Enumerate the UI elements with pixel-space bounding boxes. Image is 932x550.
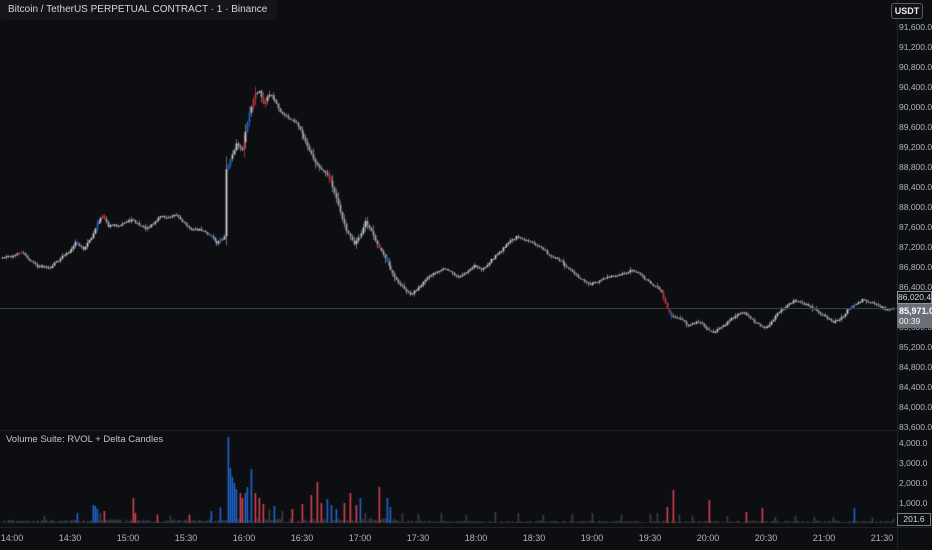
price-tick-label: 90,400.0 <box>899 82 932 92</box>
time-tick-label: 20:30 <box>754 533 778 543</box>
symbol-title[interactable]: Bitcoin / TetherUS PERPETUAL CONTRACT · … <box>8 4 268 15</box>
volume-tick-label: 1,000.0 <box>899 498 928 508</box>
time-tick-label: 17:30 <box>406 533 430 543</box>
price-tick-label: 88,400.0 <box>899 182 932 192</box>
price-tick-label: 88,000.0 <box>899 202 932 212</box>
price-tick-label: 91,200.0 <box>899 42 932 52</box>
price-tick-label: 85,200.0 <box>899 342 932 352</box>
last-price-value: 85,971.0 <box>899 306 932 316</box>
price-tick-label: 87,600.0 <box>899 222 932 232</box>
price-line-label: 86,020.4 <box>897 291 932 304</box>
volume-tick-label: 3,000.0 <box>899 458 928 468</box>
time-tick-label: 16:30 <box>290 533 314 543</box>
price-tick-label: 91,600.0 <box>899 22 932 32</box>
last-price-label: 85,971.0 00:39 <box>897 304 932 328</box>
price-tick-label: 84,000.0 <box>899 402 932 412</box>
symbol-legend[interactable]: Bitcoin / TetherUS PERPETUAL CONTRACT · … <box>0 0 278 20</box>
bar-countdown: 00:39 <box>899 316 921 326</box>
time-tick-label: 18:30 <box>522 533 546 543</box>
time-tick-label: 19:00 <box>580 533 604 543</box>
volume-indicator-title[interactable]: Volume Suite: RVOL + Delta Candles <box>6 434 164 445</box>
price-tick-label: 86,400.0 <box>899 282 932 292</box>
time-tick-label: 14:00 <box>0 533 24 543</box>
price-tick-label: 83,600.0 <box>899 422 932 432</box>
candlestick-chart-canvas[interactable] <box>0 0 897 527</box>
pane-separator[interactable] <box>0 430 897 431</box>
price-tick-label: 90,000.0 <box>899 102 932 112</box>
volume-last-value-label: 201.6 <box>897 513 931 526</box>
volume-indicator-legend[interactable]: Volume Suite: RVOL + Delta Candles <box>6 434 163 445</box>
time-tick-label: 15:00 <box>116 533 140 543</box>
price-tick-label: 86,800.0 <box>899 262 932 272</box>
volume-tick-label: 4,000.0 <box>899 438 928 448</box>
price-tick-label: 84,800.0 <box>899 362 932 372</box>
price-axis-separator <box>897 0 898 550</box>
time-tick-label: 14:30 <box>58 533 82 543</box>
time-tick-label: 18:00 <box>464 533 488 543</box>
time-tick-label: 20:00 <box>696 533 720 543</box>
price-tick-label: 89,200.0 <box>899 142 932 152</box>
time-tick-label: 21:30 <box>870 533 894 543</box>
price-tick-label: 87,200.0 <box>899 242 932 252</box>
time-axis[interactable]: 14:00 14:30 15:00 15:30 16:00 16:30 17:00 17:30… <box>0 528 932 550</box>
volume-tick-label: 2,000.0 <box>899 478 928 488</box>
time-tick-label: 15:30 <box>174 533 198 543</box>
price-axis[interactable]: 91,600.0 91,200.0 90,800.0 90,400.0 90,000.0… <box>898 0 932 527</box>
currency-toggle-button[interactable]: USDT <box>891 3 923 19</box>
price-tick-label: 84,400.0 <box>899 382 932 392</box>
time-tick-label: 17:00 <box>348 533 372 543</box>
price-tick-label: 88,800.0 <box>899 162 932 172</box>
last-price-line <box>0 308 897 309</box>
time-tick-label: 21:00 <box>812 533 836 543</box>
time-axis-separator <box>0 527 932 528</box>
price-tick-label: 90,800.0 <box>899 62 932 72</box>
time-tick-label: 19:30 <box>638 533 662 543</box>
time-tick-label: 16:00 <box>232 533 256 543</box>
price-tick-label: 89,600.0 <box>899 122 932 132</box>
